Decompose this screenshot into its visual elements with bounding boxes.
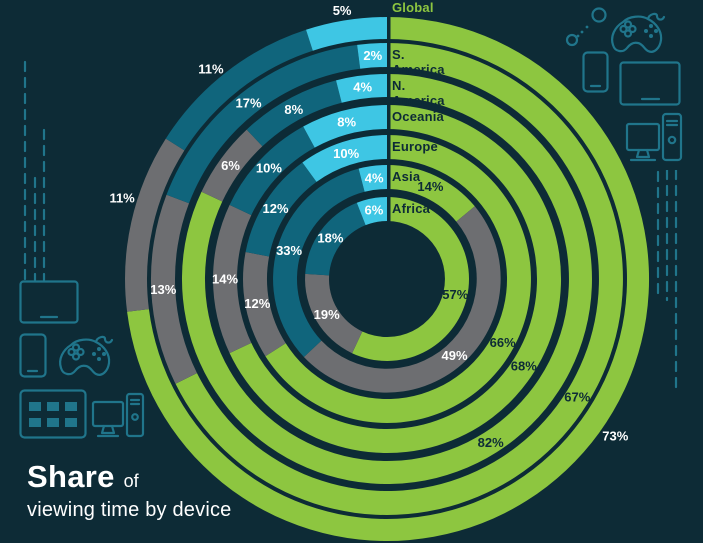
region-label-asia: Asia (392, 169, 421, 184)
gamepad-icon (611, 12, 666, 53)
segment-label-europe-green: 66% (490, 335, 516, 350)
desktop-computer-icon (91, 392, 145, 438)
segment-n-america-cyan (336, 73, 387, 103)
bubbles-icon (565, 7, 607, 47)
region-label-oceania: Oceania (392, 109, 444, 124)
tv-icon (19, 280, 79, 324)
segment-label-oceania-gray: 14% (212, 272, 238, 287)
region-label-n-america: N. America (392, 78, 445, 108)
segment-africa-teal (305, 202, 366, 276)
segment-oceania-teal (229, 126, 315, 216)
segment-s-america-gray (150, 194, 197, 384)
segment-label-n-america-cyan: 4% (353, 80, 372, 95)
segment-europe-teal (245, 162, 317, 257)
region-label-s-america: S. America (392, 47, 445, 77)
keypad-icon (19, 389, 87, 439)
desktop-computer-icon (625, 112, 683, 162)
segment-label-oceania-green: 68% (511, 358, 537, 373)
region-label-europe: Europe (392, 139, 438, 154)
segment-label-oceania-teal: 10% (256, 161, 282, 176)
segment-n-america-teal (246, 80, 342, 147)
segment-asia-green (387, 165, 475, 222)
segment-africa-gray (305, 273, 363, 354)
segment-asia-teal (273, 168, 365, 357)
segment-label-oceania-cyan: 8% (337, 115, 356, 130)
title-word-of: of (123, 471, 139, 491)
segment-label-s-america-green: 67% (564, 390, 590, 405)
segment-label-asia-green: 14% (417, 179, 443, 194)
region-label-global: Global (392, 0, 434, 15)
segment-label-africa-teal: 18% (317, 230, 343, 245)
segment-global-teal (165, 29, 313, 151)
segment-label-asia-teal: 33% (276, 243, 302, 258)
segment-label-africa-green: 57% (442, 287, 468, 302)
segment-label-s-america-teal: 17% (235, 95, 261, 110)
tv-icon (619, 61, 681, 106)
segment-label-global-cyan: 5% (333, 3, 352, 18)
segment-s-america-teal (166, 44, 361, 204)
dashed-lines-right (656, 170, 678, 390)
segment-label-global-teal: 11% (198, 62, 224, 77)
segment-global-gray (125, 138, 185, 312)
title-line2: viewing time by device (27, 499, 232, 521)
title-word-share: Share (27, 459, 115, 494)
segment-europe-cyan (302, 135, 387, 182)
segment-label-europe-teal: 12% (262, 201, 288, 216)
segment-label-global-gray: 11% (109, 191, 135, 206)
smartphone-icon (582, 51, 609, 93)
segment-asia-gray (303, 206, 501, 393)
segment-oceania-cyan (303, 105, 387, 148)
segment-label-n-america-teal: 8% (284, 102, 303, 117)
segment-label-s-america-gray: 13% (150, 282, 176, 297)
segment-oceania-gray (213, 204, 252, 354)
segment-europe-gray (243, 252, 286, 357)
segment-label-europe-gray: 12% (244, 296, 270, 311)
ring-divider-line (387, 11, 391, 223)
segment-s-america-cyan (357, 43, 387, 69)
segment-label-s-america-cyan: 2% (363, 48, 382, 63)
segment-n-america-gray (201, 129, 263, 202)
region-label-africa: Africa (392, 201, 431, 216)
gamepad-icon (59, 335, 114, 376)
segment-label-n-america-green: 82% (478, 435, 504, 450)
smartphone-icon (19, 333, 47, 378)
segment-africa-green (352, 197, 470, 361)
segment-africa-cyan (356, 197, 387, 226)
segment-label-asia-gray: 49% (441, 348, 467, 363)
segment-label-africa-cyan: 6% (365, 203, 384, 218)
segment-label-europe-cyan: 10% (333, 146, 359, 161)
dashed-lines-left (23, 60, 46, 282)
chart-title: Share of viewing time by device (27, 459, 232, 522)
segment-global-cyan (306, 16, 387, 51)
segment-label-n-america-gray: 6% (221, 158, 240, 173)
segment-label-asia-cyan: 4% (365, 170, 384, 185)
segment-asia-cyan (358, 165, 387, 192)
segment-label-africa-gray: 19% (314, 307, 340, 322)
segment-label-global-green: 73% (602, 428, 628, 443)
